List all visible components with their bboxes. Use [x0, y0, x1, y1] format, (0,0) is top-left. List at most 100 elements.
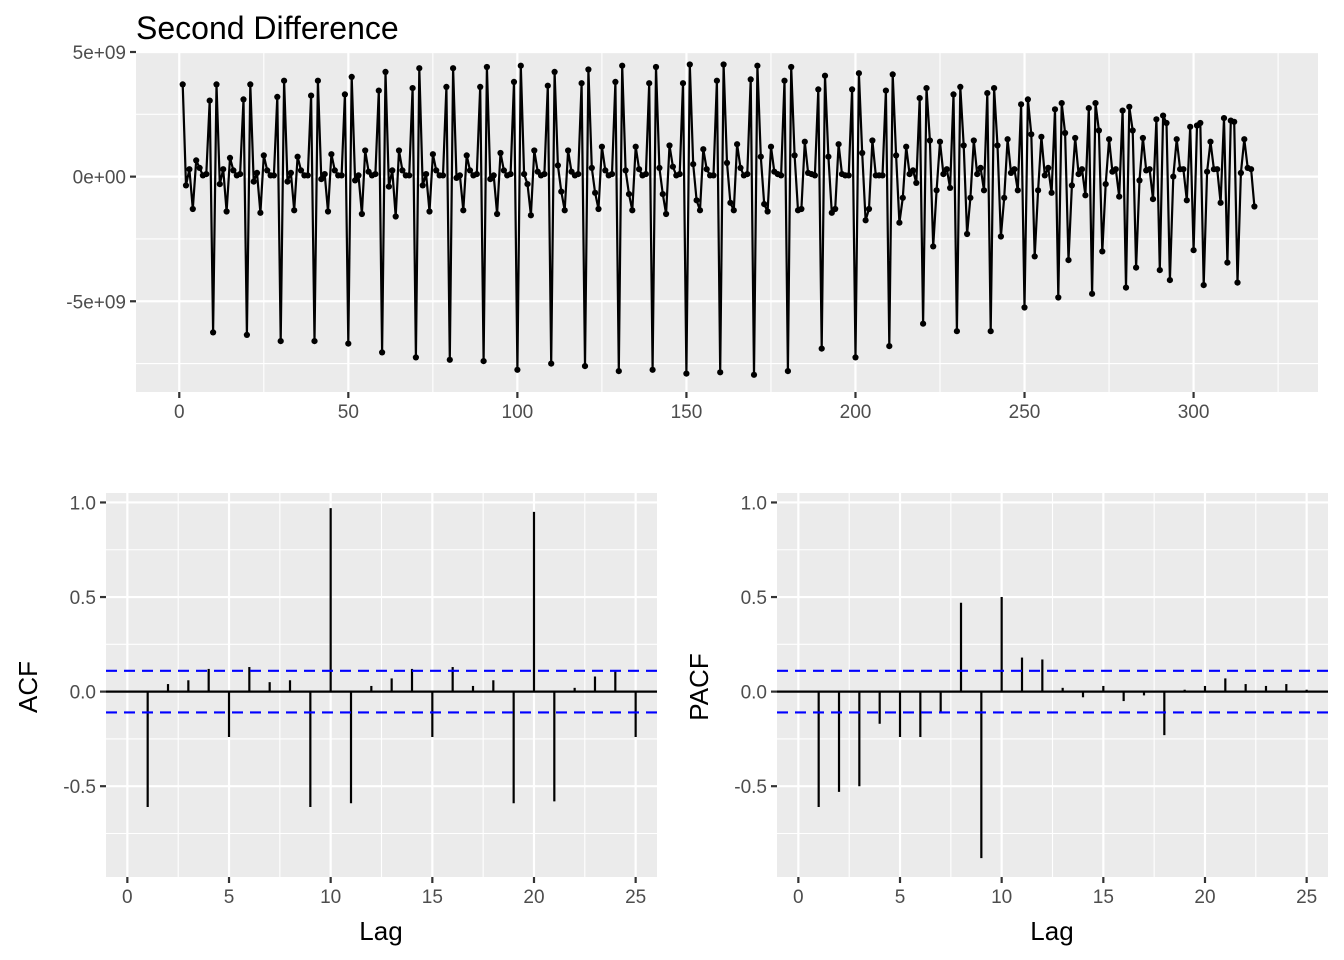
- data-point: [466, 167, 474, 174]
- data-point: [1139, 134, 1146, 142]
- pacf-ylabel: PACF: [684, 653, 714, 720]
- data-point: [815, 86, 822, 93]
- ts-x-tick-label: 200: [840, 402, 872, 423]
- data-point: [1190, 247, 1197, 254]
- data-point: [757, 153, 764, 160]
- data-point: [281, 77, 288, 84]
- data-point: [679, 80, 687, 87]
- data-point: [581, 363, 589, 370]
- data-point: [1011, 166, 1018, 173]
- pacf-x-tick-label: 0: [793, 887, 804, 908]
- data-point: [250, 178, 257, 185]
- data-point: [940, 171, 947, 178]
- data-point: [781, 77, 788, 84]
- data-point: [1058, 100, 1065, 107]
- data-point: [1197, 119, 1204, 127]
- pacf-y-tick-label: 0.5: [741, 588, 767, 609]
- data-point: [882, 87, 890, 94]
- ts-y-tick-label: 0e+00: [73, 168, 126, 189]
- data-point: [1085, 105, 1092, 112]
- data-point: [1166, 277, 1173, 284]
- data-point: [636, 166, 643, 173]
- pacf-y-tick-label: -0.5: [734, 777, 767, 798]
- acf-y-tick-label: 0.5: [70, 588, 96, 609]
- data-point: [1045, 164, 1052, 171]
- data-point: [1129, 127, 1136, 134]
- data-point: [524, 181, 531, 188]
- acf-x-tick-label: 20: [523, 887, 544, 908]
- data-point: [588, 164, 595, 171]
- data-point: [324, 208, 332, 215]
- data-point: [321, 171, 328, 178]
- data-point: [909, 167, 917, 174]
- data-point: [899, 194, 906, 201]
- data-point: [1204, 168, 1211, 175]
- data-point: [936, 138, 944, 145]
- data-point: [818, 345, 825, 352]
- data-point: [761, 201, 768, 208]
- ts-y-tick-label: -5e+09: [66, 292, 126, 313]
- data-point: [1068, 182, 1075, 189]
- data-point: [578, 80, 585, 87]
- data-point: [602, 167, 609, 174]
- data-point: [879, 172, 886, 179]
- data-point: [700, 146, 707, 153]
- data-point: [220, 166, 227, 173]
- data-point: [849, 86, 856, 93]
- data-point: [622, 167, 629, 174]
- data-point: [565, 147, 572, 154]
- data-point: [889, 71, 896, 78]
- data-point: [412, 354, 419, 361]
- data-point: [693, 197, 700, 204]
- data-point: [575, 171, 582, 178]
- data-point: [439, 172, 447, 179]
- data-point: [598, 143, 606, 150]
- data-point: [1156, 267, 1163, 274]
- series-line: [181, 63, 1256, 376]
- data-point: [798, 205, 805, 213]
- data-point: [277, 338, 284, 345]
- data-point: [517, 62, 524, 69]
- data-point: [595, 205, 602, 213]
- data-point: [690, 161, 697, 168]
- data-point: [561, 207, 568, 214]
- data-point: [1187, 123, 1194, 130]
- data-point: [1220, 115, 1228, 122]
- data-point: [352, 177, 359, 184]
- data-point: [791, 152, 798, 159]
- data-point: [994, 142, 1001, 149]
- ts-x-tick-label: 50: [338, 402, 359, 423]
- data-point: [338, 172, 345, 179]
- data-point: [308, 92, 315, 99]
- pacf-x-tick-label: 10: [991, 887, 1012, 908]
- data-point: [869, 137, 876, 144]
- data-point: [730, 207, 737, 214]
- data-point: [253, 169, 261, 176]
- ts-x-tick-label: 250: [1009, 402, 1041, 423]
- data-point: [1004, 136, 1011, 143]
- data-point: [328, 151, 335, 158]
- data-point: [463, 152, 470, 159]
- ts-panel: 0 50 100 150 200 250 300 -5e+09 0e+00 5e+09: [66, 43, 1318, 423]
- data-point: [1173, 136, 1180, 143]
- data-point: [903, 143, 910, 150]
- pacf-y-tick-label: 1.0: [741, 493, 767, 514]
- data-point: [1200, 282, 1207, 289]
- data-point: [592, 189, 599, 196]
- data-point: [429, 151, 436, 158]
- data-point: [778, 172, 785, 179]
- data-point: [189, 205, 196, 213]
- data-point: [764, 208, 771, 215]
- data-point: [977, 164, 984, 171]
- data-point: [230, 167, 237, 174]
- data-point: [974, 171, 981, 178]
- data-point: [243, 331, 250, 338]
- acf-ylabel: ACF: [13, 661, 43, 713]
- data-point: [737, 164, 744, 171]
- data-point: [916, 95, 923, 102]
- data-point: [747, 76, 754, 83]
- data-point: [331, 167, 338, 174]
- data-point: [723, 159, 731, 166]
- pacf-x-tick-label: 25: [1296, 887, 1317, 908]
- data-point: [896, 219, 903, 226]
